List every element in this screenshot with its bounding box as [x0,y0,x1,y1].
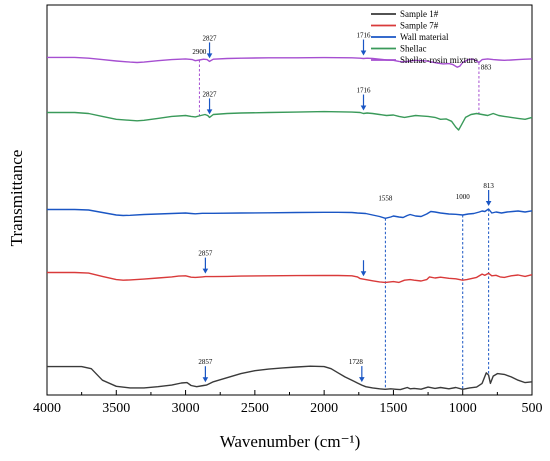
x-tick-label-1: 3500 [102,401,130,416]
y-axis-label: Transmittance [7,150,26,247]
axes: 4000 3500 3000 2500 2000 1500 1000 500 [33,390,543,416]
annotation-label-5: 1716 [356,87,371,95]
x-tick-label-3: 2500 [241,401,269,416]
annotation-label-12: 1728 [349,358,364,366]
legend-label-0: Sample 1# [400,9,439,19]
annotation-arrow-head-0 [206,53,213,59]
x-axis-label: Wavenumber (cm⁻¹) [220,432,361,451]
legend: Sample 1# Sample 7#Wall material ShellacSh… [371,9,478,65]
peak-annotations: 2827 2900 1716 883 2827 1716 813 1000 1558 2857 28… [192,32,494,383]
annotation-arrow-head-5 [360,105,367,111]
annotation-label-11: 2857 [198,358,213,366]
series-line-3 [47,110,533,131]
annotation-label-1: 2900 [192,48,207,56]
legend-label-4: Shellac-rosin mixture [400,55,478,65]
annotation-arrow-head-6 [485,201,492,206]
annotation-label-3: 883 [481,63,492,71]
series-line-2 [47,208,533,219]
annotation-label-0: 2827 [203,34,218,42]
annotation-label-2: 1716 [356,32,371,40]
annotation-arrow-head-10 [360,271,367,277]
legend-label-1: Sample 7# [400,21,439,31]
annotation-label-9: 2857 [198,250,213,258]
series-lines [47,56,533,391]
annotation-arrow-head-9 [202,268,209,274]
annotation-label-6: 813 [483,182,494,190]
annotation-arrow-head-4 [206,109,213,115]
x-tick-label-6: 1000 [449,401,477,416]
x-tick-label-7: 500 [522,401,543,416]
annotation-arrow-head-12 [359,377,365,383]
x-tick-label-4: 2000 [310,401,338,416]
x-tick-label-0: 4000 [33,401,61,416]
annotation-label-4: 2827 [203,90,218,98]
x-tick-label-2: 3000 [172,401,200,416]
reference-lines [198,59,490,390]
legend-label-3: Shellac [400,44,427,54]
annotation-arrow-head-11 [202,377,209,383]
annotation-label-8: 1558 [378,194,393,202]
series-line-1 [47,271,533,284]
annotation-arrow-head-2 [360,50,367,56]
legend-label-2: Wall material [400,32,449,42]
annotation-label-7: 1000 [456,193,471,201]
series-line-0 [47,365,533,391]
x-tick-label-5: 1500 [379,401,407,416]
